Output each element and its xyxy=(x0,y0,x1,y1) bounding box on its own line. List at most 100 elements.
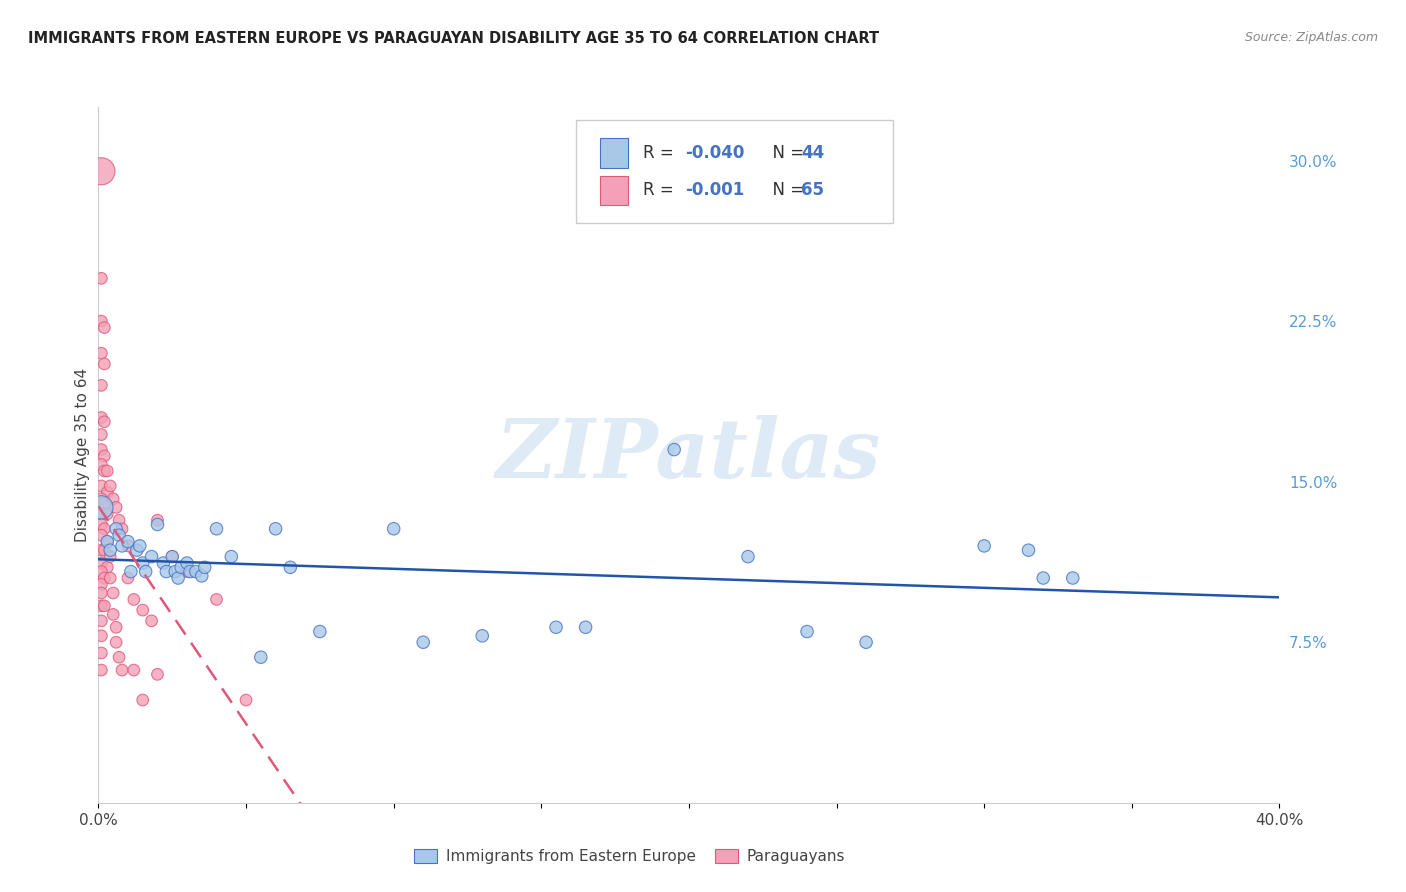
Point xyxy=(575,620,598,634)
Point xyxy=(280,560,302,574)
Point xyxy=(90,599,112,613)
Point xyxy=(146,667,169,681)
Point xyxy=(117,534,139,549)
Point xyxy=(90,479,112,493)
Point xyxy=(235,693,257,707)
Point xyxy=(117,571,139,585)
Point xyxy=(90,528,112,542)
Point xyxy=(132,693,155,707)
Text: -0.040: -0.040 xyxy=(685,144,744,162)
Point xyxy=(96,560,118,574)
Point xyxy=(90,556,112,570)
Point xyxy=(176,556,198,570)
Point xyxy=(664,442,686,457)
Point xyxy=(96,534,118,549)
Point xyxy=(90,565,112,579)
Point xyxy=(205,522,228,536)
Text: R =: R = xyxy=(643,144,679,162)
Point xyxy=(141,549,163,564)
Point xyxy=(90,491,112,506)
Point xyxy=(90,507,112,521)
Point xyxy=(93,357,115,371)
Point xyxy=(184,565,207,579)
Point xyxy=(98,571,121,585)
Point xyxy=(105,620,128,634)
Point xyxy=(90,427,112,442)
Point xyxy=(90,314,112,328)
Point xyxy=(90,410,112,425)
Point xyxy=(93,496,115,510)
Point xyxy=(796,624,818,639)
Point xyxy=(90,346,112,360)
Point xyxy=(90,614,112,628)
Point xyxy=(146,517,169,532)
Point xyxy=(120,565,142,579)
Point xyxy=(90,663,112,677)
Point xyxy=(191,569,214,583)
Point xyxy=(546,620,568,634)
Point xyxy=(96,485,118,500)
Point xyxy=(855,635,877,649)
Text: 65: 65 xyxy=(801,181,824,200)
Point xyxy=(146,513,169,527)
Point xyxy=(165,565,187,579)
Point xyxy=(737,549,759,564)
Text: Source: ZipAtlas.com: Source: ZipAtlas.com xyxy=(1244,31,1378,45)
Point xyxy=(90,577,112,591)
Point xyxy=(93,320,115,334)
Point xyxy=(90,378,112,392)
Point xyxy=(194,560,217,574)
Point xyxy=(96,464,118,478)
Point xyxy=(103,586,125,600)
Point xyxy=(135,565,157,579)
Point xyxy=(90,458,112,472)
Point xyxy=(90,543,112,558)
Text: R =: R = xyxy=(643,181,679,200)
Point xyxy=(90,442,112,457)
Point xyxy=(96,534,118,549)
Point xyxy=(162,549,183,564)
Point xyxy=(111,522,134,536)
Point xyxy=(128,539,150,553)
Point xyxy=(152,556,174,570)
Point xyxy=(98,549,121,564)
Point xyxy=(93,415,115,429)
Point xyxy=(93,449,115,463)
Point xyxy=(155,565,177,579)
Point xyxy=(93,464,115,478)
Point xyxy=(105,500,128,515)
Y-axis label: Disability Age 35 to 64: Disability Age 35 to 64 xyxy=(75,368,90,542)
Point xyxy=(90,629,112,643)
Point xyxy=(98,479,121,493)
Point xyxy=(90,500,112,515)
Point xyxy=(93,571,115,585)
Point xyxy=(141,614,163,628)
Point xyxy=(471,629,494,643)
Point xyxy=(105,635,128,649)
Text: 44: 44 xyxy=(801,144,825,162)
Point xyxy=(122,592,145,607)
Point xyxy=(90,646,112,660)
Point xyxy=(93,543,115,558)
Text: N =: N = xyxy=(762,181,810,200)
Point xyxy=(250,650,273,665)
Text: ZIPatlas: ZIPatlas xyxy=(496,415,882,495)
Point xyxy=(132,603,155,617)
Text: IMMIGRANTS FROM EASTERN EUROPE VS PARAGUAYAN DISABILITY AGE 35 TO 64 CORRELATION: IMMIGRANTS FROM EASTERN EUROPE VS PARAGU… xyxy=(28,31,879,46)
Point xyxy=(90,586,112,600)
Point xyxy=(1032,571,1054,585)
Point xyxy=(103,607,125,622)
Point xyxy=(264,522,287,536)
Point xyxy=(162,549,183,564)
Point xyxy=(382,522,405,536)
Point xyxy=(111,663,134,677)
Legend: Immigrants from Eastern Europe, Paraguayans: Immigrants from Eastern Europe, Paraguay… xyxy=(406,841,853,871)
Point xyxy=(96,507,118,521)
Point xyxy=(1062,571,1084,585)
Point xyxy=(205,592,228,607)
Point xyxy=(108,650,131,665)
Point xyxy=(170,560,193,574)
Point xyxy=(167,571,190,585)
Point xyxy=(973,539,995,553)
Point xyxy=(309,624,332,639)
